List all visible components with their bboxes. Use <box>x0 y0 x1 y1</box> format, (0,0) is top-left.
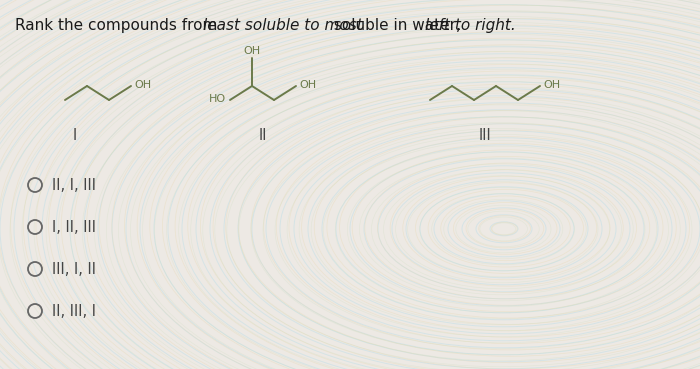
Text: II: II <box>259 128 267 143</box>
Text: OH: OH <box>244 46 260 56</box>
Text: I, II, III: I, II, III <box>52 220 96 235</box>
Text: left to right.: left to right. <box>425 18 516 33</box>
Text: least soluble to most: least soluble to most <box>203 18 363 33</box>
Text: I: I <box>73 128 77 143</box>
Text: HO: HO <box>209 94 226 104</box>
Text: III: III <box>479 128 491 143</box>
Text: Rank the compounds from: Rank the compounds from <box>15 18 223 33</box>
Text: OH: OH <box>299 80 316 90</box>
Text: soluble in water,: soluble in water, <box>329 18 466 33</box>
Text: II, I, III: II, I, III <box>52 177 96 193</box>
Text: III, I, II: III, I, II <box>52 262 96 276</box>
Text: OH: OH <box>134 80 151 90</box>
Text: OH: OH <box>543 80 560 90</box>
Text: II, III, I: II, III, I <box>52 303 96 318</box>
